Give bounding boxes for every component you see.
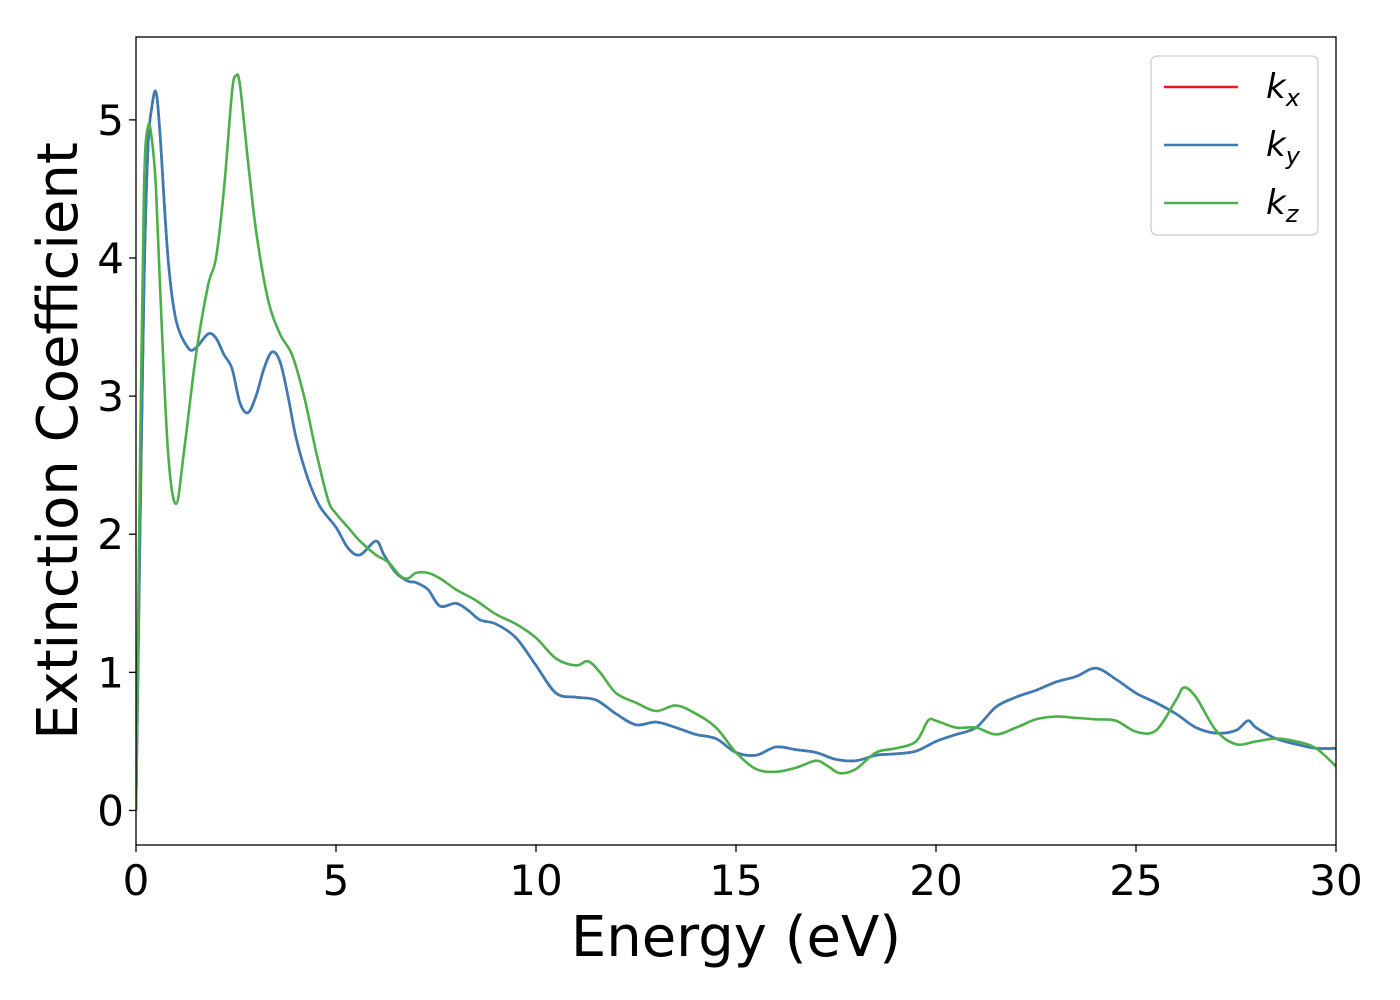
x-tick-label: 15 <box>709 856 762 905</box>
y-axis-label: Extinction Coefficient <box>26 142 91 740</box>
x-tick-label: 30 <box>1309 856 1362 905</box>
x-axis-label: Energy (eV) <box>571 905 901 970</box>
y-tick-label: 5 <box>97 96 124 145</box>
legend-label-ky: ky <box>1266 125 1301 170</box>
x-tick-label: 20 <box>909 856 962 905</box>
series-line-kz <box>136 73 1336 811</box>
y-tick-label: 1 <box>97 648 124 697</box>
y-tick-label: 3 <box>97 372 124 421</box>
legend-label-kx: kx <box>1266 67 1301 112</box>
y-tick-label: 0 <box>97 786 124 835</box>
legend-label-kz: kz <box>1266 183 1300 228</box>
x-axis-ticks: 0 5 10 15 20 25 30 <box>123 845 1363 905</box>
y-tick-label: 4 <box>97 234 124 283</box>
y-axis-ticks: 0 1 2 3 4 5 <box>97 96 136 835</box>
series-line-ky <box>136 89 1336 811</box>
x-tick-label: 10 <box>509 856 562 905</box>
legend: kx ky kz <box>1150 55 1319 236</box>
y-tick-label: 2 <box>97 510 124 559</box>
x-tick-label: 25 <box>1109 856 1162 905</box>
x-tick-label: 5 <box>323 856 350 905</box>
series-lines <box>136 73 1336 811</box>
x-tick-label: 0 <box>123 856 150 905</box>
